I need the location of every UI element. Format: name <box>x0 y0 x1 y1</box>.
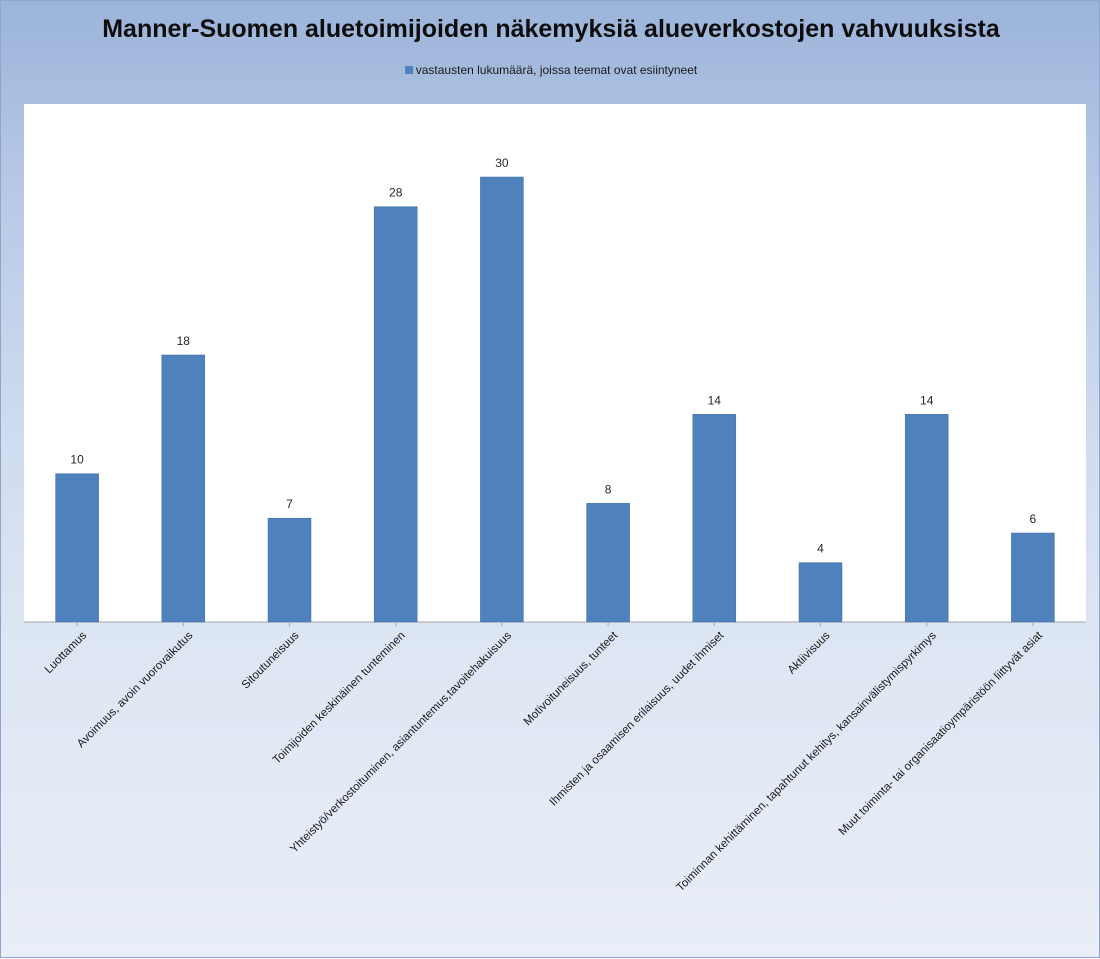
x-tick-label: Luottamus <box>43 629 90 676</box>
bar <box>373 206 418 623</box>
x-tick-label: Yhteistyö/verkostoituminen, asiantuntemu… <box>288 629 514 855</box>
data-label: 14 <box>708 393 722 407</box>
x-tick-label: Avoimuus, avoin vuorovaikutus <box>75 629 196 750</box>
bar <box>904 414 949 623</box>
x-tick-label: Aktiivisuus <box>786 629 833 676</box>
data-label: 8 <box>605 482 612 496</box>
legend-swatch <box>404 65 413 74</box>
data-label: 4 <box>817 542 824 556</box>
bar <box>798 562 843 623</box>
data-label: 18 <box>177 334 191 348</box>
x-tick-label: Toiminnan kehittäminen, tapahtunut kehit… <box>675 629 939 893</box>
bar <box>480 176 524 623</box>
x-tick-label: Sitoutuneisuus <box>240 629 302 691</box>
x-tick-label: Motivoituneisuus, tunteet <box>522 629 621 728</box>
data-label: 7 <box>286 497 293 511</box>
data-label: 10 <box>70 453 84 467</box>
legend-label: vastausten lukumäärä, joissa teemat ovat… <box>415 63 698 77</box>
x-tick-label: Toimijoiden keskinäinen tunteminen <box>271 630 408 767</box>
bar <box>692 414 737 623</box>
data-label: 6 <box>1030 512 1037 526</box>
x-tick-label: Muut toiminta- tai organisaatioympäristö… <box>837 629 1046 838</box>
bar <box>267 517 312 623</box>
bar <box>161 354 206 623</box>
data-label: 30 <box>495 156 509 170</box>
legend: vastausten lukumäärä, joissa teemat ovat… <box>1 63 1100 77</box>
chart-title: Manner-Suomen aluetoimijoiden näkemyksiä… <box>102 15 1000 43</box>
bar <box>1011 532 1055 623</box>
data-label: 28 <box>389 186 403 200</box>
x-tick-label: Ihmisten ja osaamisen erilaisuus, uudet … <box>548 629 727 808</box>
bar <box>586 503 630 623</box>
bar <box>55 473 99 623</box>
data-label: 14 <box>920 393 934 407</box>
